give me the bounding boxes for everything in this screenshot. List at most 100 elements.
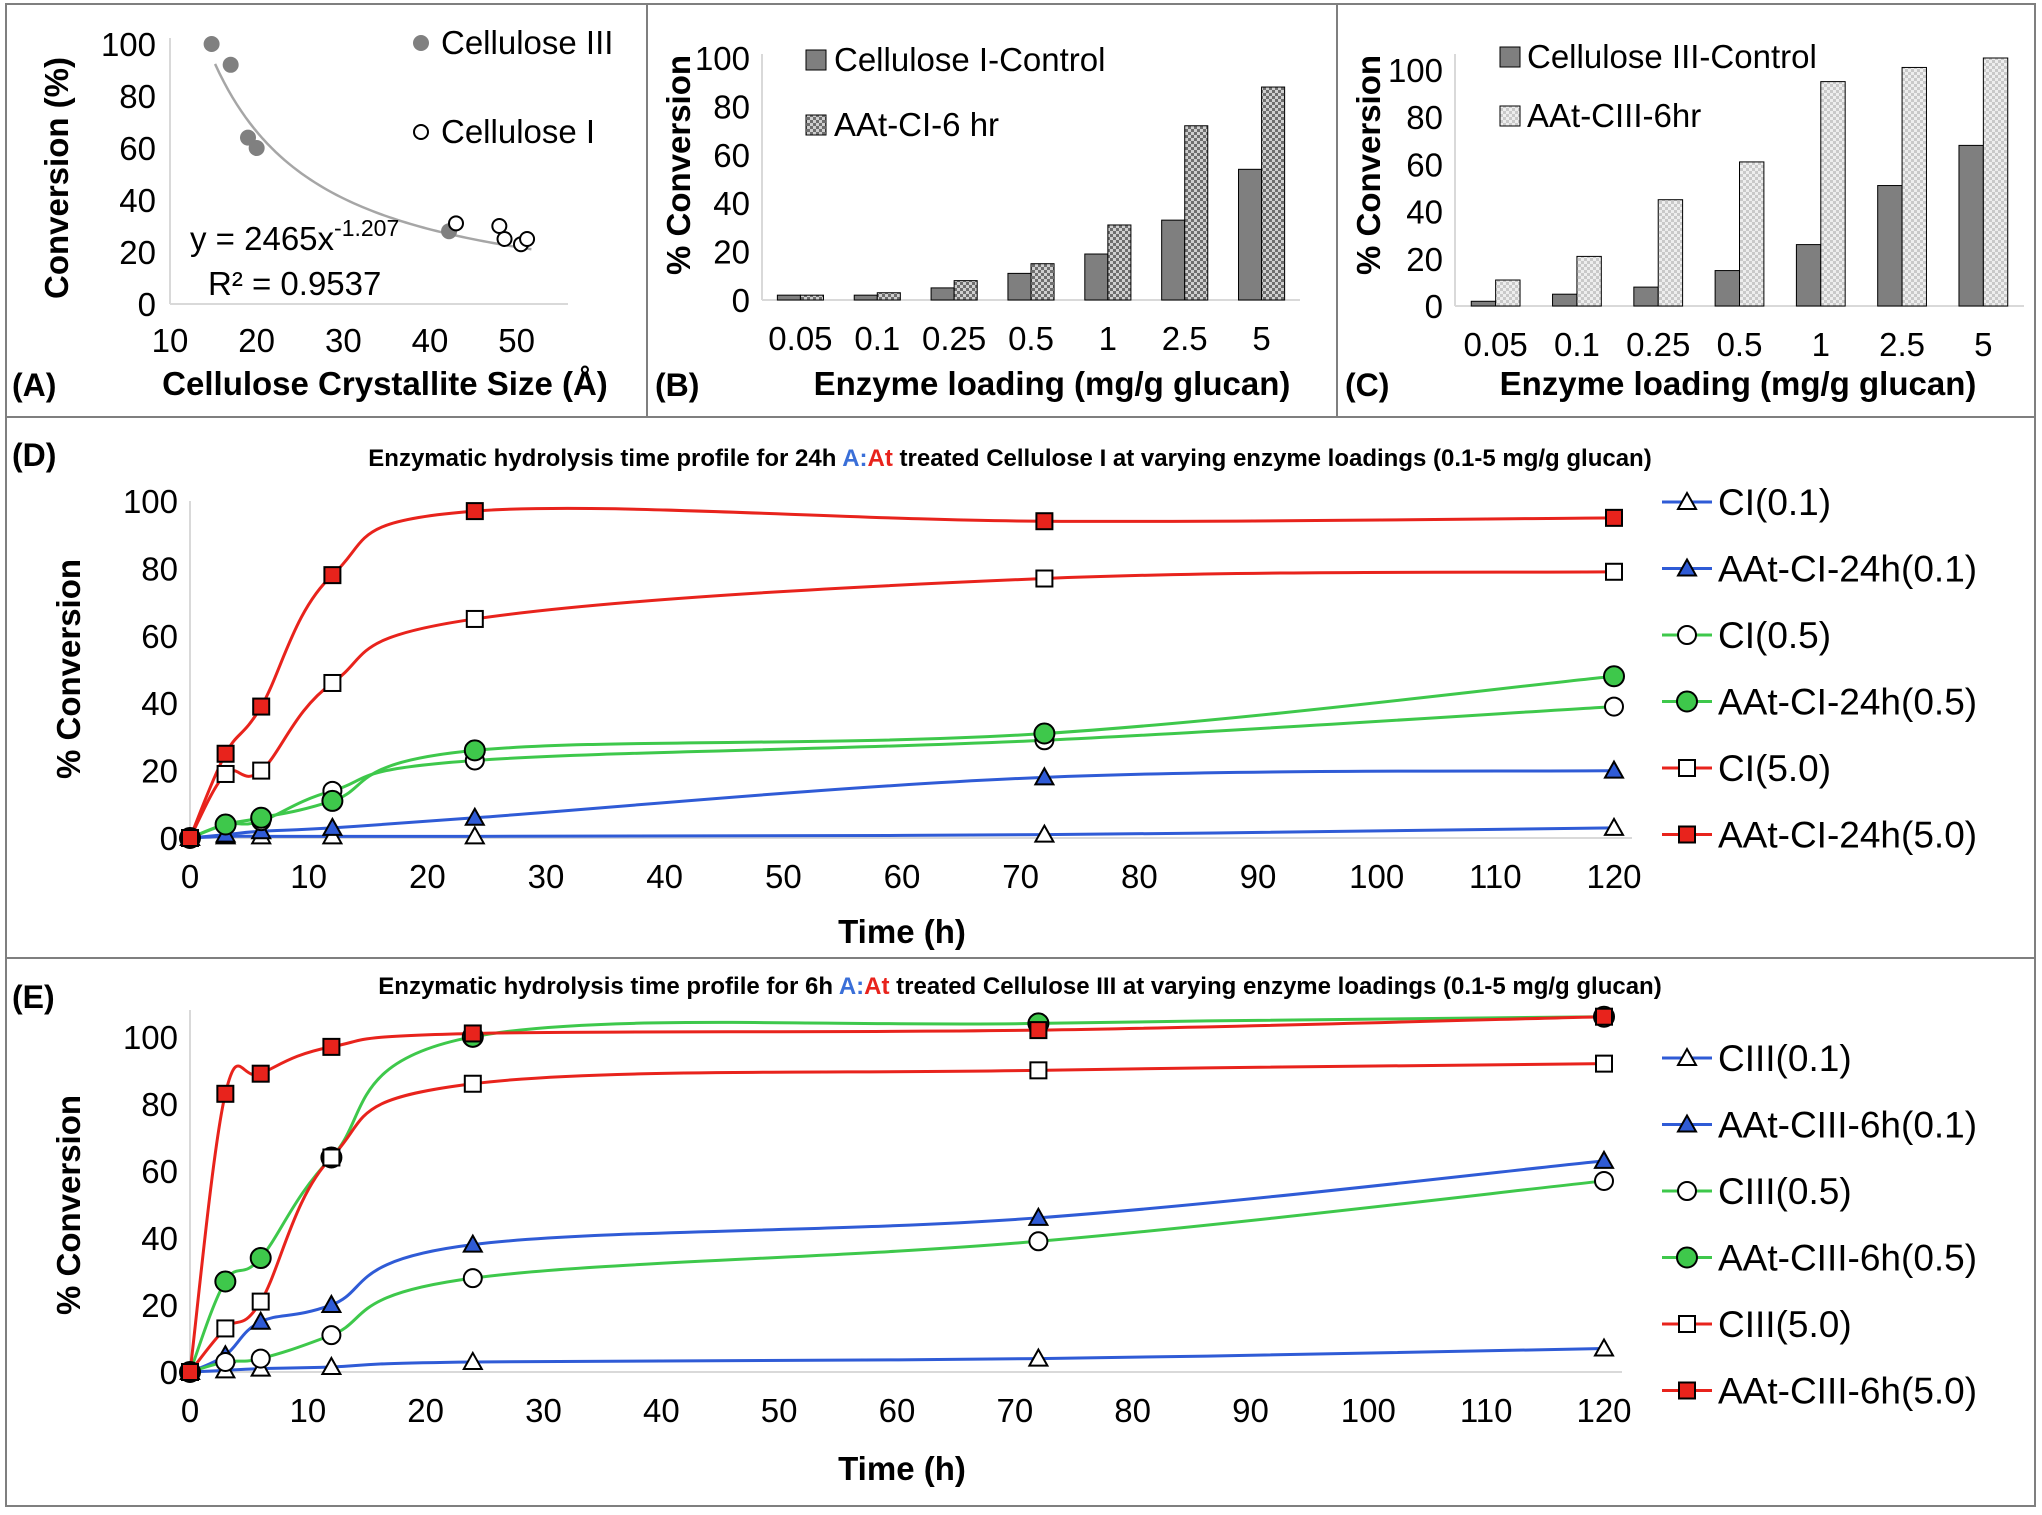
series-marker: [252, 697, 271, 716]
bar-xtick: 0.25: [922, 320, 986, 357]
line-ytick: 20: [141, 753, 178, 790]
line-xtick: 0: [181, 858, 199, 895]
line-ytick: 60: [141, 1153, 178, 1190]
bar-xtick: 0.5: [1717, 326, 1763, 363]
panel-a-ytick: 20: [119, 234, 156, 271]
legend-label: AAt-CI-24h(5.0): [1718, 815, 1977, 856]
panel-d-letter: (D): [12, 437, 56, 473]
bar-control: [1552, 293, 1578, 307]
bar-control: [1877, 185, 1903, 307]
line-xtick: 110: [1469, 858, 1522, 895]
series-line: [188, 1062, 1605, 1373]
line-ytick: 0: [160, 1354, 178, 1391]
line-xtick: 30: [528, 858, 565, 895]
series-marker: [1033, 766, 1056, 786]
line-xtick: 70: [996, 1392, 1033, 1429]
legend-label: CIII(0.5): [1718, 1171, 1852, 1212]
series-marker: [1603, 816, 1625, 836]
panel-a-ylabel: Conversion (%): [38, 57, 75, 299]
series-line: [188, 570, 1615, 839]
legend-marker: [1676, 557, 1698, 577]
bar-ytick: 100: [695, 40, 750, 77]
series-marker: [216, 1319, 235, 1338]
series-marker: [320, 1355, 343, 1375]
panel-a-ytick: 60: [119, 130, 156, 167]
line-ytick: 100: [123, 1019, 178, 1056]
line-xtick: 100: [1341, 1392, 1396, 1429]
series-marker: [216, 744, 235, 763]
line-xtick: 40: [643, 1392, 680, 1429]
line-ytick: 60: [141, 618, 178, 655]
bar-treated: [1982, 57, 2009, 307]
line-xtick: 80: [1114, 1392, 1151, 1429]
panel-a-legend-cellulose-iii: Cellulose III: [441, 24, 613, 61]
bar-treated: [1657, 199, 1684, 307]
series-marker: [216, 764, 235, 783]
line-xtick: 90: [1240, 858, 1277, 895]
bar-ytick: 60: [713, 137, 750, 174]
panel-e-axes: [189, 1010, 1622, 1373]
bar-ytick: 60: [1406, 146, 1443, 183]
panel-a-xtick: 50: [498, 322, 535, 359]
series-marker: [1595, 1007, 1613, 1026]
bar-xtick: 0.05: [1464, 326, 1528, 363]
bar-ytick: 100: [1388, 52, 1443, 89]
panel-c-ticks: 0 20 40 60 80 100 0.05 0.1 0.25 0.5 1 2.5 5: [1388, 52, 1993, 363]
line-ytick: 80: [141, 550, 178, 587]
series-line: [189, 826, 1615, 840]
line-xtick: 60: [884, 858, 921, 895]
panel-e-frame: [5, 957, 2036, 1507]
panel-a-point-cellulose-iii: [203, 36, 220, 52]
panel-e-chart: Enzymatic hydrolysis time profile for 6h…: [50, 973, 1977, 1487]
series-marker: [1593, 1149, 1615, 1169]
line-xtick: 10: [289, 1392, 326, 1429]
panel-b-legend-swatch-treated: [805, 114, 827, 136]
series-marker: [464, 806, 486, 826]
panel-a-ytick: 100: [101, 26, 156, 63]
panel-a-legend-marker-cellulose-iii: [413, 35, 429, 51]
line-ytick: 40: [141, 685, 178, 722]
bar-control: [1161, 219, 1186, 301]
bar-treated: [1261, 86, 1286, 301]
bar-xtick: 0.5: [1008, 320, 1054, 357]
panel-c-legend-swatch-treated: [1499, 105, 1521, 127]
series-marker: [250, 1348, 271, 1369]
line-ytick: 100: [123, 483, 178, 520]
line-xtick: 20: [409, 858, 446, 895]
legend-label: AAt-CIII-6h(0.1): [1718, 1105, 1977, 1146]
line-xtick: 110: [1460, 1392, 1513, 1429]
bar-xtick: 2.5: [1162, 320, 1208, 357]
line-xtick: 90: [1232, 1392, 1269, 1429]
bar-ytick: 40: [713, 185, 750, 222]
line-xtick: 60: [879, 1392, 916, 1429]
panel-c-bars: [1470, 57, 2009, 307]
bar-xtick: 0.25: [1626, 326, 1690, 363]
legend-marker: [1678, 759, 1696, 777]
panel-e-letter: (E): [12, 979, 55, 1015]
legend-label: CI(0.5): [1718, 615, 1831, 656]
series-marker: [323, 566, 342, 585]
line-xtick: 50: [761, 1392, 798, 1429]
series-marker: [1035, 569, 1054, 588]
panel-a-points: [203, 36, 536, 253]
panel-c-chart: 0 20 40 60 80 100 0.05 0.1 0.25 0.5 1 2.5 5 Enzyme l…: [1350, 38, 2024, 402]
series-marker: [321, 1325, 342, 1346]
panel-b-ylabel: % Conversion: [660, 55, 697, 275]
panel-a-equation-base: y = 2465x: [190, 220, 335, 257]
series-marker: [463, 1024, 482, 1043]
legend-marker: [1678, 825, 1696, 844]
panel-a-equation: y = 2465x-1.207: [190, 215, 399, 257]
panel-a-point-cellulose-i: [496, 231, 513, 247]
panel-d-title: Enzymatic hydrolysis time profile for 24…: [368, 445, 1651, 472]
bar-treated: [876, 292, 901, 301]
legend-marker: [1678, 1381, 1696, 1400]
series-marker: [1027, 1206, 1050, 1226]
panel-e-ylabel: % Conversion: [50, 1095, 87, 1315]
bar-xtick: 1: [1812, 326, 1830, 363]
bar-treated: [1820, 81, 1846, 307]
series-marker: [322, 1037, 341, 1056]
bar-treated: [799, 294, 824, 301]
panel-e-xlabel: Time (h): [838, 1450, 966, 1487]
panel-d-title-post: treated Cellulose I at varying enzyme lo…: [893, 445, 1652, 472]
